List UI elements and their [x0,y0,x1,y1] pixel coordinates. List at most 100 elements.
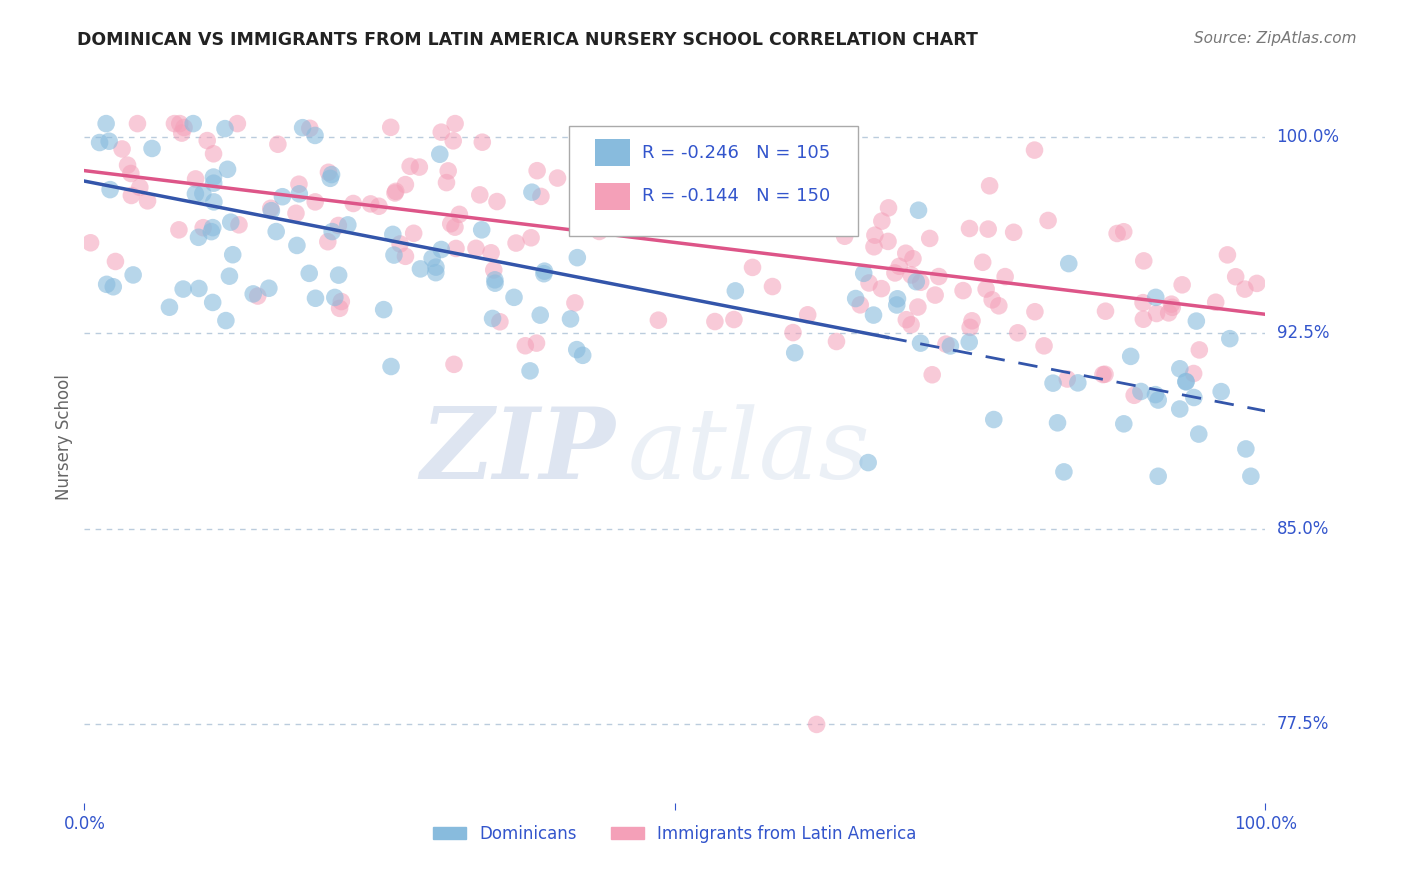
Point [122,268,145,282]
Point [1057,257,1080,271]
Point [441,134,464,148]
Point [741,260,763,275]
Point [1119,350,1142,364]
Point [444,117,467,131]
Point [1042,376,1064,391]
Point [489,315,512,329]
Point [636,135,658,149]
Point [1182,367,1205,381]
Point [288,186,311,201]
Point [217,162,239,177]
Point [706,213,728,227]
Point [515,339,537,353]
Point [907,300,929,314]
Point [1157,306,1180,320]
Point [884,266,907,280]
Point [907,203,929,218]
Point [169,117,191,131]
Point [384,185,406,199]
Point [408,160,430,174]
Point [533,267,555,281]
Point [384,186,406,200]
Point [981,293,1004,307]
Point [246,289,269,303]
Point [761,279,783,293]
Point [977,222,1000,236]
Point [565,343,588,357]
Point [1024,304,1046,318]
Point [505,235,527,250]
Point [825,334,848,349]
Point [896,312,918,326]
Point [640,205,662,219]
Point [1211,384,1233,399]
Point [184,172,207,186]
Point [1225,269,1247,284]
Point [862,308,884,322]
Point [863,228,886,243]
Point [425,260,447,274]
Point [389,236,412,251]
Point [264,225,287,239]
Point [471,135,494,149]
Point [849,298,872,312]
Point [288,178,311,192]
Point [409,261,432,276]
Point [191,186,214,201]
Point [1160,297,1182,311]
Point [170,126,193,140]
Point [94,117,117,131]
Point [650,165,672,179]
Point [465,241,488,255]
Point [399,159,422,173]
Point [889,260,911,274]
Point [503,290,526,304]
Point [994,269,1017,284]
Point [974,282,997,296]
Point [957,335,980,350]
Point [328,268,350,282]
Point [921,368,943,382]
Point [1205,295,1227,310]
Point [342,196,364,211]
Point [444,242,467,256]
Point [924,288,946,302]
Point [1132,253,1154,268]
Bar [595,183,630,211]
Point [806,717,828,731]
Point [215,313,238,327]
Point [167,223,190,237]
Point [226,117,249,131]
Point [886,292,908,306]
Point [202,176,225,190]
Point [444,220,467,235]
Point [218,269,240,284]
Point [304,194,326,209]
Point [429,147,451,161]
Point [321,168,343,182]
Point [939,339,962,353]
Point [886,298,908,312]
Point [336,218,359,232]
Point [1185,314,1208,328]
Point [367,199,389,213]
Point [1161,301,1184,315]
Point [1188,427,1211,442]
Point [1067,376,1090,390]
Point [526,163,548,178]
Point [1094,304,1116,318]
Point [291,120,314,135]
Point [1219,332,1241,346]
Point [471,223,494,237]
Text: 100.0%: 100.0% [1277,128,1340,145]
Point [858,276,880,290]
Point [468,187,491,202]
Point [1240,469,1263,483]
Bar [595,138,630,167]
Point [856,456,879,470]
Point [98,134,121,148]
Point [187,230,209,244]
Point [647,313,669,327]
Point [703,314,725,328]
Point [782,326,804,340]
